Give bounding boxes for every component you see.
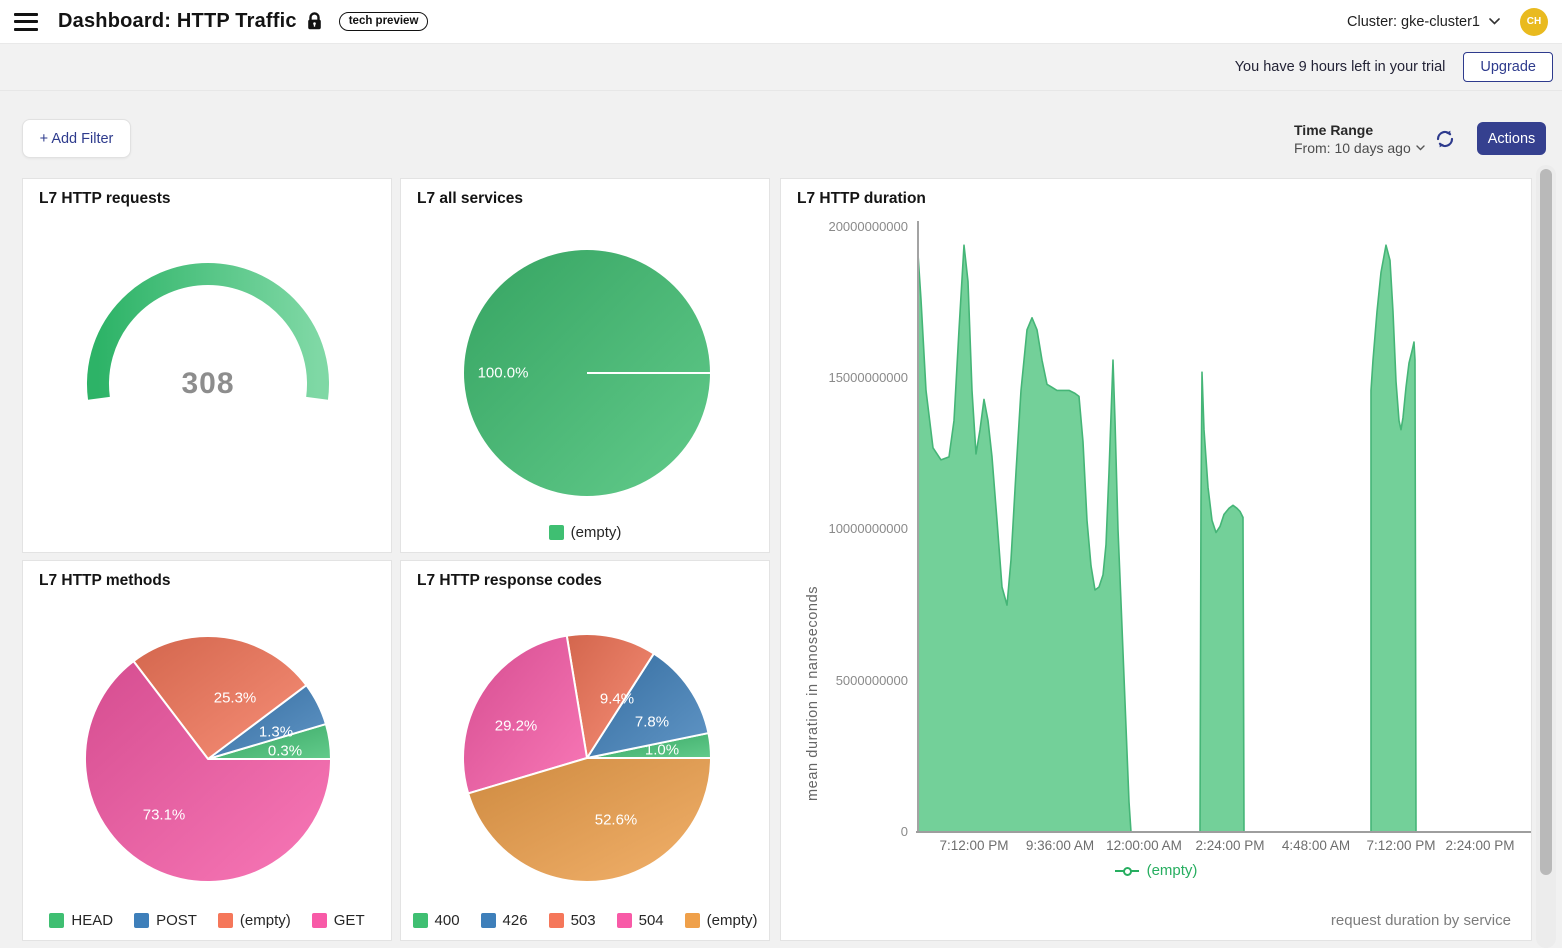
pie-slice-boundary (587, 372, 710, 374)
lock-icon (306, 12, 323, 31)
legend-swatch (548, 525, 564, 540)
trial-banner: You have 9 hours left in your trial Upgr… (0, 44, 1562, 91)
trial-message: You have 9 hours left in your trial (1234, 59, 1446, 75)
card-title: L7 all services (417, 190, 523, 207)
legend-item-(empty)[interactable]: (empty) (217, 912, 291, 929)
legend-swatch (684, 913, 700, 928)
pie-slice-(empty)[interactable] (467, 757, 712, 883)
pie-slice-426[interactable] (586, 652, 710, 759)
legend-label: 400 (434, 912, 460, 929)
chevron-down-icon (1416, 145, 1425, 151)
pie-slice-(empty)[interactable] (132, 635, 308, 760)
legend-item-GET[interactable]: GET (311, 912, 365, 929)
duration-legend-item[interactable]: (empty) (781, 862, 1531, 879)
card-title: L7 HTTP duration (797, 190, 926, 207)
top-header: Dashboard: HTTP Traffic tech preview Clu… (0, 0, 1562, 44)
legend-label: GET (333, 912, 365, 929)
y-axis-tick-label: 20000000000 (828, 219, 908, 234)
duration-area-chart[interactable] (781, 179, 1531, 940)
legend-item-(empty)[interactable]: (empty) (684, 912, 758, 929)
area-series-fill (1200, 372, 1244, 832)
x-axis-tick-label: 4:48:00 AM (1281, 838, 1351, 853)
line-marker-icon (1114, 866, 1139, 876)
add-filter-button[interactable]: + Add Filter (22, 119, 131, 158)
legend-label: 426 (502, 912, 528, 929)
area-series-line (917, 244, 1132, 833)
x-axis-tick-label: 2:24:00 PM (1195, 838, 1265, 853)
duration-legend-label: (empty) (1146, 862, 1198, 879)
card-http-requests: L7 HTTP requests 308 (22, 178, 392, 553)
legend-item-504[interactable]: 504 (616, 912, 664, 929)
legend-swatch (412, 913, 428, 928)
requests-gauge-value: 308 (181, 367, 235, 400)
pie-slice-503[interactable] (565, 633, 655, 759)
cluster-selector-label: Cluster: gke-cluster1 (1347, 13, 1480, 30)
card-title: L7 HTTP response codes (417, 572, 602, 589)
legend-label: 503 (570, 912, 596, 929)
card-http-response-codes: L7 HTTP response codes 1.0% 7.8% 9.4% 29.2%… (400, 560, 770, 941)
pie-legend: (empty) (401, 524, 769, 541)
methods-pie-chart[interactable] (83, 634, 333, 884)
chevron-down-icon (1489, 18, 1500, 25)
card-title: L7 HTTP methods (39, 572, 171, 589)
legend-label: 504 (638, 912, 664, 929)
x-axis-tick-label: 7:12:00 PM (1366, 838, 1436, 853)
x-axis-tick-label: 7:12:00 PM (939, 838, 1009, 853)
legend-swatch (134, 913, 150, 928)
cluster-selector[interactable]: Cluster: gke-cluster1 (1347, 14, 1500, 30)
area-series-fill (918, 245, 1131, 832)
tech-preview-badge: tech preview (338, 12, 429, 31)
refresh-button[interactable] (1434, 128, 1456, 150)
y-axis-tick-label: 0 (900, 824, 908, 839)
hamburger-menu-icon[interactable] (14, 12, 38, 31)
refresh-icon (1436, 130, 1454, 148)
legend-label: (empty) (239, 912, 291, 929)
legend-item-POST[interactable]: POST (134, 912, 197, 929)
card-all-services: L7 all services 100.0% (empty) (400, 178, 770, 553)
user-avatar[interactable]: CH (1520, 7, 1548, 36)
scrollbar-thumb[interactable] (1540, 169, 1552, 875)
pie-slice-GET[interactable] (84, 660, 332, 883)
legend-swatch (616, 913, 632, 928)
legend-item-426[interactable]: 426 (480, 912, 528, 929)
card-title: L7 HTTP requests (39, 190, 171, 207)
pie-legend: HEAD POST (empty) GET (23, 912, 391, 929)
duration-footer-note: request duration by service (1330, 912, 1511, 929)
page-title: Dashboard: HTTP Traffic (58, 10, 297, 32)
time-range-label: Time Range (1294, 122, 1374, 138)
upgrade-button[interactable]: Upgrade (1463, 52, 1553, 82)
card-http-methods: L7 HTTP methods 0.3% 1.3% 25.3% 73.1% HEAD PO… (22, 560, 392, 941)
legend-label: POST (156, 912, 197, 929)
legend-label: HEAD (71, 912, 114, 929)
legend-swatch (49, 913, 65, 928)
area-series-fill (1371, 245, 1416, 832)
legend-swatch (480, 913, 496, 928)
legend-swatch (548, 913, 564, 928)
legend-item-HEAD[interactable]: HEAD (49, 912, 113, 929)
legend-label: (empty) (570, 524, 622, 541)
x-axis-tick-label: 9:36:00 AM (1025, 838, 1095, 853)
codes-pie-chart[interactable] (461, 632, 713, 884)
y-axis-tick-label: 10000000000 (828, 521, 908, 536)
legend-item-(empty)[interactable]: (empty) (548, 524, 622, 541)
legend-swatch (311, 913, 327, 928)
card-http-duration: L7 HTTP duration mean duration in nanose… (780, 178, 1532, 941)
y-axis-tick-label: 5000000000 (835, 673, 908, 688)
pie-slice-504[interactable] (462, 634, 588, 795)
pie-legend: 400 426 503 504 (empty) (401, 912, 769, 929)
legend-item-400[interactable]: 400 (412, 912, 460, 929)
actions-button[interactable]: Actions (1477, 122, 1546, 155)
area-series-line (1199, 371, 1245, 833)
legend-label: (empty) (706, 912, 758, 929)
time-range-value: From: 10 days ago (1294, 140, 1411, 156)
x-axis-tick-label: 2:24:00 PM (1445, 838, 1515, 853)
x-axis-tick-label: 12:00:00 AM (1106, 838, 1182, 853)
area-series-line (1370, 244, 1417, 833)
legend-item-503[interactable]: 503 (548, 912, 596, 929)
time-range-selector[interactable]: Time Range From: 10 days ago (1294, 122, 1425, 156)
legend-swatch (217, 913, 233, 928)
requests-gauge-chart[interactable] (85, 259, 331, 505)
y-axis-tick-label: 15000000000 (828, 370, 908, 385)
